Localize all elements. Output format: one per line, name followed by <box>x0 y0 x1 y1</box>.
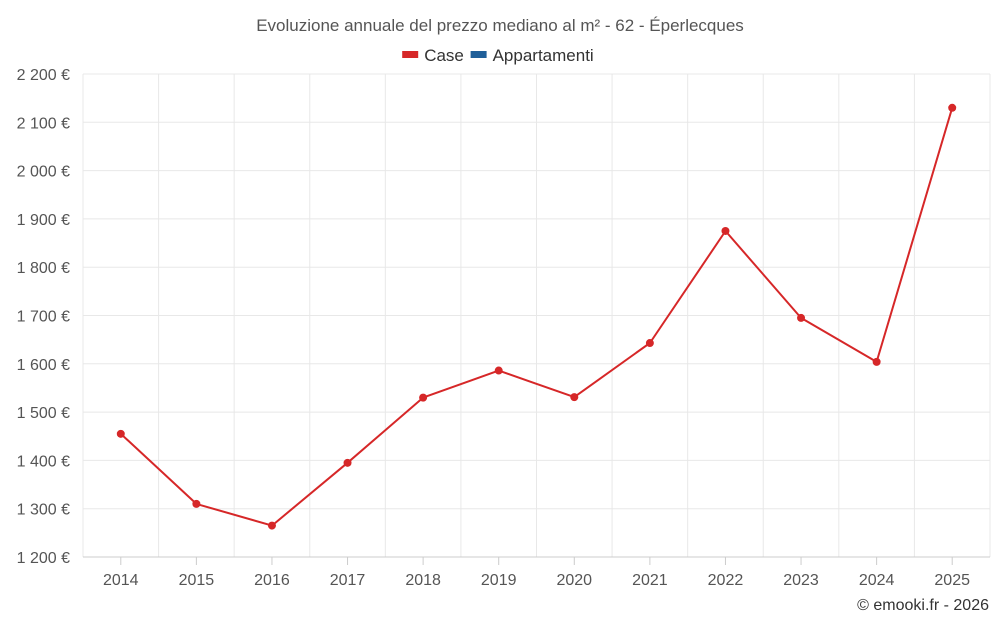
y-tick-label: 1 800 € <box>17 260 70 277</box>
x-tick-label: 2018 <box>405 572 441 589</box>
data-point[interactable] <box>872 357 881 366</box>
data-point[interactable] <box>948 103 957 112</box>
data-point[interactable] <box>797 313 806 322</box>
data-point[interactable] <box>192 499 201 508</box>
data-point[interactable] <box>494 366 503 375</box>
x-tick-label: 2014 <box>103 572 139 589</box>
y-tick-label: 2 000 € <box>17 164 70 181</box>
y-tick-label: 1 600 € <box>17 357 70 374</box>
legend: Case Appartamenti <box>402 46 594 65</box>
x-tick-label: 2023 <box>783 572 819 589</box>
series-layer <box>116 103 957 530</box>
y-tick-label: 1 700 € <box>17 309 70 326</box>
data-point[interactable] <box>721 226 730 235</box>
x-tick-label: 2020 <box>556 572 592 589</box>
x-tick-label: 2025 <box>934 572 970 589</box>
data-point[interactable] <box>116 429 125 438</box>
data-point[interactable] <box>645 339 654 348</box>
y-tick-label: 1 500 € <box>17 405 70 422</box>
x-tick-label: 2016 <box>254 572 290 589</box>
legend-label: Appartamenti <box>493 46 594 65</box>
data-point[interactable] <box>267 521 276 530</box>
series-line-case <box>120 107 954 527</box>
chart-title: Evoluzione annuale del prezzo mediano al… <box>256 16 744 35</box>
axes: 1 200 € 1 300 € 1 400 € 1 500 € 1 600 € 1 700… <box>17 67 990 589</box>
x-tick-label: 2017 <box>330 572 366 589</box>
credit-text: © emooki.fr - 2026 <box>857 597 989 614</box>
grid <box>82 73 991 558</box>
data-point[interactable] <box>570 393 579 402</box>
y-tick-label: 1 900 € <box>17 212 70 229</box>
data-point[interactable] <box>343 458 352 467</box>
legend-swatch <box>402 51 419 58</box>
legend-item-appartamenti[interactable]: Appartamenti <box>470 46 594 65</box>
x-tick-label: 2024 <box>859 572 895 589</box>
y-tick-label: 2 100 € <box>17 115 70 132</box>
data-point[interactable] <box>419 393 428 402</box>
legend-swatch <box>470 51 487 58</box>
y-tick-label: 1 200 € <box>17 550 70 567</box>
y-tick-label: 1 300 € <box>17 502 70 519</box>
x-tick-label: 2019 <box>481 572 517 589</box>
legend-item-case[interactable]: Case <box>402 46 464 65</box>
x-tick-label: 2015 <box>179 572 215 589</box>
x-tick-label: 2022 <box>708 572 744 589</box>
y-tick-label: 1 400 € <box>17 453 70 470</box>
x-tick-label: 2021 <box>632 572 668 589</box>
legend-label: Case <box>424 46 464 65</box>
y-tick-label: 2 200 € <box>17 67 70 84</box>
